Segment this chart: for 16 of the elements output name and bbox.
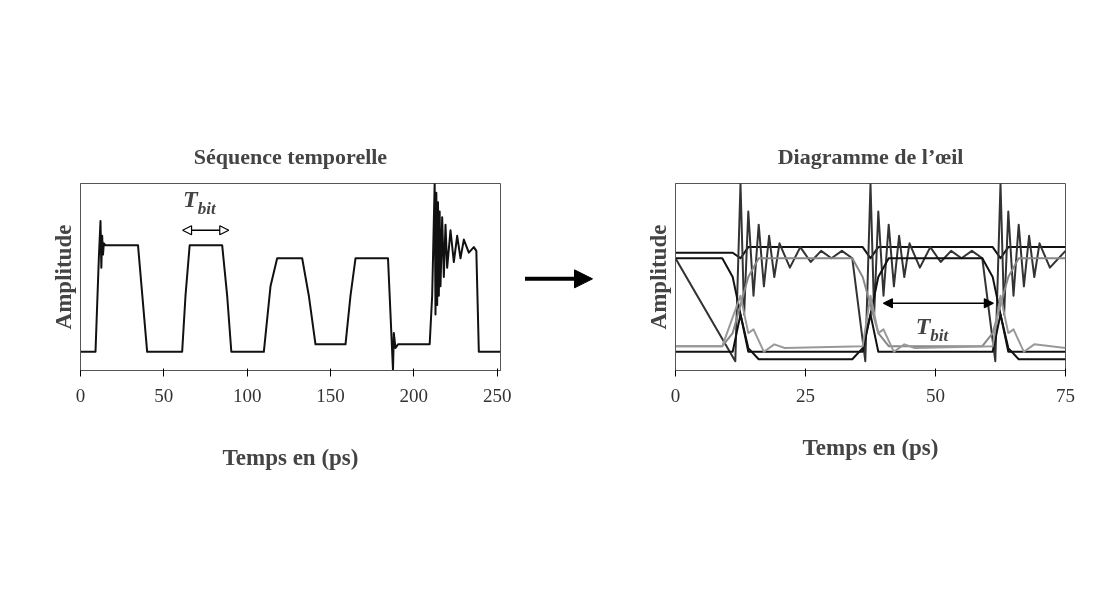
x-tick-label: 250	[482, 384, 512, 406]
x-tick-label: 25	[796, 384, 815, 406]
x-tick-label: 0	[670, 384, 681, 406]
x-tick-label: 150	[316, 384, 345, 406]
y-axis-title: Amplitude	[50, 224, 76, 330]
x-axis-title: Temps en (ps)	[222, 444, 359, 470]
x-tick-label: 100	[232, 384, 262, 406]
x-axis-title: Temps en (ps)	[802, 434, 939, 460]
x-tick-label: 200	[399, 384, 429, 406]
chart-title: Diagramme de l’œil	[777, 143, 964, 169]
x-tick-label: 75	[1056, 384, 1075, 406]
x-tick-label: 0	[75, 384, 86, 406]
x-tick-label: 50	[926, 384, 945, 406]
y-axis-title: Amplitude	[645, 224, 671, 330]
x-tick-label: 50	[154, 384, 174, 406]
chart-title: Séquence temporelle	[193, 143, 388, 169]
